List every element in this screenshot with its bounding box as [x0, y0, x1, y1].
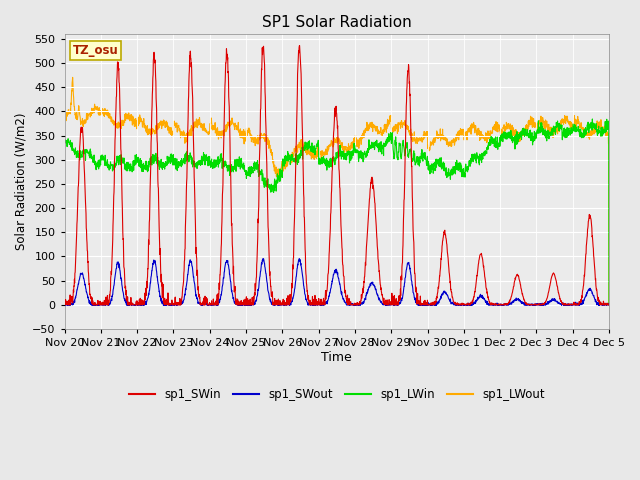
Legend: sp1_SWin, sp1_SWout, sp1_LWin, sp1_LWout: sp1_SWin, sp1_SWout, sp1_LWin, sp1_LWout — [124, 384, 549, 406]
X-axis label: Time: Time — [321, 351, 352, 364]
Title: SP1 Solar Radiation: SP1 Solar Radiation — [262, 15, 412, 30]
Y-axis label: Solar Radiation (W/m2): Solar Radiation (W/m2) — [15, 113, 28, 250]
Text: TZ_osu: TZ_osu — [73, 44, 118, 57]
